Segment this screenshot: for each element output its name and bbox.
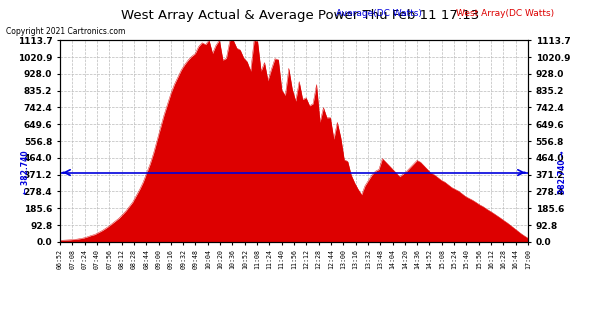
Text: West Array Actual & Average Power Thu Feb 11 17:13: West Array Actual & Average Power Thu Fe… xyxy=(121,9,479,22)
Text: ← 382.740: ← 382.740 xyxy=(20,151,29,194)
Text: West Array(DC Watts): West Array(DC Watts) xyxy=(456,9,554,18)
Text: Average(DC Watts): Average(DC Watts) xyxy=(336,9,422,18)
Text: Copyright 2021 Cartronics.com: Copyright 2021 Cartronics.com xyxy=(6,27,125,36)
Text: 382.740 →: 382.740 → xyxy=(559,151,568,194)
